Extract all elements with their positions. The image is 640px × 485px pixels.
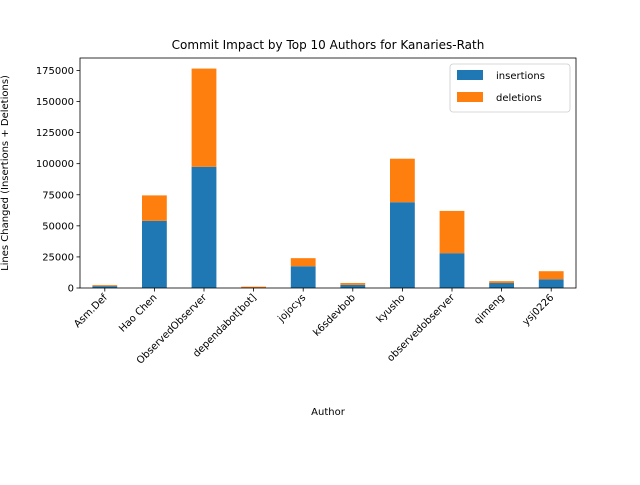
x-tick-label: kyusho [375,292,408,325]
bar-insertions [539,279,564,288]
y-tick-label: 175000 [36,66,74,77]
legend-label-deletions: deletions [496,93,542,104]
x-tick-label: jojocys [275,292,308,325]
bar-deletions [340,283,365,285]
bar-deletions [192,69,217,167]
y-axis-label: Lines Changed (Insertions + Deletions) [0,75,11,271]
y-tick-label: 150000 [36,97,74,108]
legend-swatch-insertions [457,70,483,80]
x-tick-label: qimeng [472,292,506,326]
bar-insertions [440,253,465,288]
bar-deletions [489,281,514,283]
y-axis: 0 25000 50000 75000 100000 125000 150000 175000 [36,66,80,295]
y-tick-label: 0 [68,284,74,295]
bar-deletions [539,271,564,279]
y-tick-label: 75000 [42,190,74,201]
x-tick-label: ysj0226 [521,292,557,328]
y-tick-label: 25000 [42,252,74,263]
x-tick-label: k6sdevbob [312,292,358,338]
x-tick-label: Asm.Def [72,292,110,330]
bar-deletions [92,285,117,286]
bar-deletions [291,258,316,266]
x-axis-label: Author [311,407,346,418]
bar-insertions [390,202,415,288]
legend-swatch-deletions [457,92,483,102]
y-tick-label: 50000 [42,221,74,232]
x-tick-label: Hao Chen [117,292,159,334]
bar-deletions [390,159,415,203]
legend: insertions deletions [450,64,570,112]
bar-insertions [192,167,217,288]
bar-deletions [241,287,266,288]
bar-deletions [440,211,465,253]
bar-insertions [340,285,365,288]
bar-insertions [291,266,316,288]
bar-deletions [142,195,167,220]
bar-insertions [489,283,514,288]
bar-insertions [142,221,167,288]
legend-label-insertions: insertions [496,71,545,82]
y-tick-label: 100000 [36,159,74,170]
chart-title: Commit Impact by Top 10 Authors for Kana… [172,38,485,52]
y-tick-label: 125000 [36,128,74,139]
